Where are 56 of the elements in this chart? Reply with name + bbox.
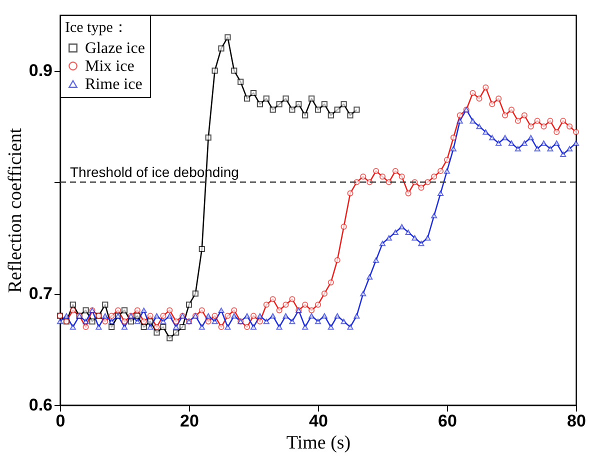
point: [238, 78, 244, 85]
point: [263, 96, 270, 102]
point: [102, 302, 108, 308]
x-tick-label: 40: [309, 412, 328, 430]
point: [231, 68, 238, 74]
point: [276, 101, 282, 108]
x-tick-label: 80: [567, 412, 586, 430]
point: [314, 106, 322, 113]
point: [321, 101, 328, 108]
point: [282, 96, 289, 102]
x-tick-label: 20: [180, 412, 199, 430]
point: [89, 318, 96, 324]
point: [328, 112, 334, 118]
point: [128, 318, 134, 324]
x-tick-label: 60: [438, 412, 457, 430]
point: [108, 324, 115, 330]
point: [140, 324, 147, 330]
point: [154, 330, 160, 336]
point: [180, 324, 186, 330]
point: [205, 134, 212, 141]
y-tick-label: 0.6: [28, 396, 52, 414]
point: [270, 106, 276, 113]
point: [192, 290, 198, 297]
point: [70, 302, 76, 308]
point: [218, 45, 224, 52]
point: [296, 101, 302, 108]
point: [82, 307, 89, 314]
point: [256, 101, 263, 108]
point: [186, 302, 192, 308]
point: [198, 246, 205, 252]
point: [224, 34, 231, 40]
legend-label: Glaze ice: [85, 40, 145, 57]
point: [134, 312, 140, 319]
point: [308, 96, 315, 102]
x-axis-title: Time (s): [286, 432, 351, 454]
y-tick-label: 0.9: [28, 61, 52, 80]
point: [302, 112, 308, 118]
point: [354, 106, 360, 113]
legend-label: Rime ice: [85, 76, 142, 93]
point: [250, 90, 257, 96]
legend-title: Ice type：: [65, 20, 128, 36]
point: [173, 330, 180, 336]
point: [121, 307, 128, 314]
point: [212, 68, 218, 74]
point: [340, 101, 347, 108]
point: [334, 106, 340, 113]
y-axis-title: Reflection coefficient: [4, 127, 26, 293]
point: [347, 112, 354, 118]
y-tick-label: 0.7: [28, 284, 52, 304]
x-tick-label: 0: [56, 412, 66, 430]
point: [147, 318, 154, 324]
point: [160, 324, 166, 330]
point: [244, 96, 250, 102]
point: [166, 335, 173, 342]
legend-label: Mix ice: [85, 58, 134, 75]
point: [289, 106, 296, 113]
